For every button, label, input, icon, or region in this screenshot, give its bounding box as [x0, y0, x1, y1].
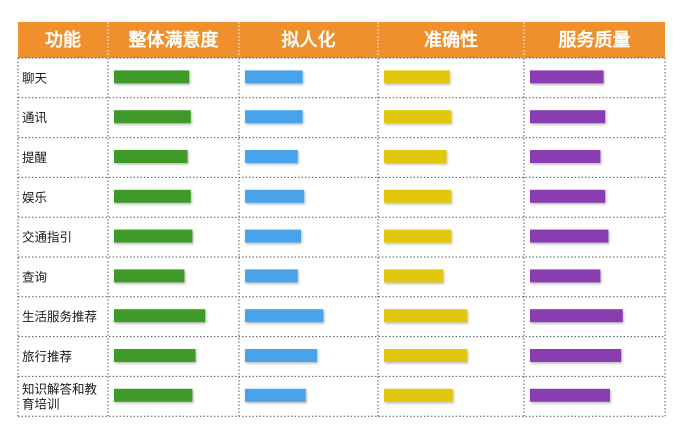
- row-label: 旅行推荐: [22, 349, 72, 364]
- column-header-3: 准确性: [424, 29, 478, 51]
- bar-服务质量-1: [530, 110, 606, 124]
- bar-整体满意度-6: [114, 309, 206, 323]
- bar-服务质量-8: [530, 388, 610, 402]
- row-label: 通讯: [22, 110, 48, 125]
- bar-marks: [114, 70, 623, 402]
- bar-服务质量-2: [530, 150, 601, 163]
- bar-拟人化-0: [245, 70, 303, 84]
- bar-准确性-8: [384, 388, 453, 402]
- table-header: 功能 整体满意度 拟人化 准确性 服务质量: [18, 22, 665, 58]
- bar-服务质量-6: [530, 309, 623, 323]
- bar-准确性-0: [384, 70, 450, 84]
- bar-拟人化-4: [245, 229, 301, 243]
- row-label: 生活服务推荐: [22, 309, 97, 324]
- bar-拟人化-2: [245, 150, 298, 163]
- bar-服务质量-0: [530, 70, 604, 84]
- bar-整体满意度-2: [114, 150, 188, 163]
- bar-准确性-4: [384, 229, 452, 243]
- bar-整体满意度-3: [114, 189, 191, 203]
- bar-服务质量-3: [530, 189, 606, 203]
- bar-服务质量-5: [530, 269, 601, 283]
- bar-准确性-2: [384, 150, 447, 163]
- row-label: 查询: [22, 269, 47, 284]
- header-bg: [18, 22, 665, 58]
- bar-拟人化-1: [245, 110, 303, 124]
- row-label: 提醒: [22, 150, 48, 165]
- bar-整体满意度-8: [114, 388, 193, 402]
- bar-拟人化-6: [245, 309, 324, 323]
- bar-整体满意度-1: [114, 110, 191, 124]
- bar-准确性-6: [384, 309, 468, 323]
- row-label: 育培训: [22, 396, 60, 411]
- bar-整体满意度-7: [114, 349, 196, 362]
- row-label: 聊天: [22, 70, 48, 85]
- bar-拟人化-8: [245, 388, 306, 402]
- bar-准确性-5: [384, 269, 444, 283]
- bar-准确性-1: [384, 110, 452, 124]
- bar-拟人化-3: [245, 189, 305, 203]
- bar-拟人化-7: [245, 349, 317, 362]
- bar-服务质量-4: [530, 229, 609, 243]
- bar-服务质量-7: [530, 349, 622, 362]
- bar-整体满意度-5: [114, 269, 185, 283]
- bar-整体满意度-4: [114, 229, 193, 243]
- bar-准确性-3: [384, 189, 452, 203]
- bar-整体满意度-0: [114, 70, 190, 84]
- row-label: 娱乐: [22, 190, 47, 205]
- bar-拟人化-5: [245, 269, 298, 283]
- row-label: 知识解答和教: [22, 381, 98, 396]
- column-header-4: 服务质量: [559, 29, 631, 51]
- column-header-1: 整体满意度: [128, 29, 220, 51]
- table-gridlines: [17, 22, 666, 417]
- column-header-2: 拟人化: [282, 29, 336, 51]
- column-header-0: 功能: [45, 29, 81, 51]
- row-label: 交通指引: [22, 230, 72, 245]
- bar-准确性-7: [384, 349, 468, 362]
